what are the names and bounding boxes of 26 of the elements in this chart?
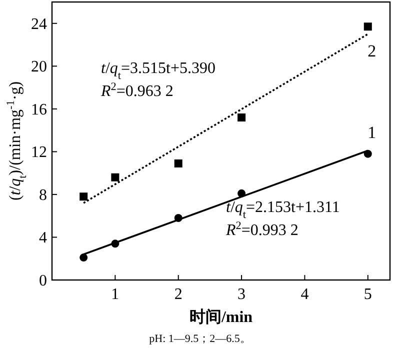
annotation: t/q$_{t}$=3.515t+5.390 [101,60,216,82]
y-tick-label: 20 [31,58,47,76]
point [238,113,246,122]
series-label: 2 [368,42,376,61]
point [80,254,88,262]
series-label: 1 [368,122,376,142]
point [80,192,88,201]
y-tick-label: 0 [39,272,47,290]
y-tick-label: 8 [39,186,47,204]
y-tick-label: 12 [31,144,47,162]
x-tick-label: 4 [300,286,309,303]
x-tick-label: 5 [364,286,372,303]
point [364,22,372,31]
y-tick-label: 16 [31,101,47,118]
x-axis-title: 时间/min [189,308,253,326]
y-tick-label: 4 [39,230,47,247]
text: pH: 1—9.5；2—6.5。 [149,333,251,345]
annotation: t/q$_{t}$=2.153t+1.311 [226,199,340,221]
x-tick-label: 3 [238,286,246,303]
point [111,173,120,182]
y-tick-label: 24 [31,16,47,33]
point [174,159,182,168]
x-tick-label: 2 [174,286,182,303]
annotation: R$^{2}$=0.963 2 [100,81,174,100]
annotation: R$^{2}$=0.993 2 [225,220,298,239]
x-tick-label: 1 [111,286,120,303]
